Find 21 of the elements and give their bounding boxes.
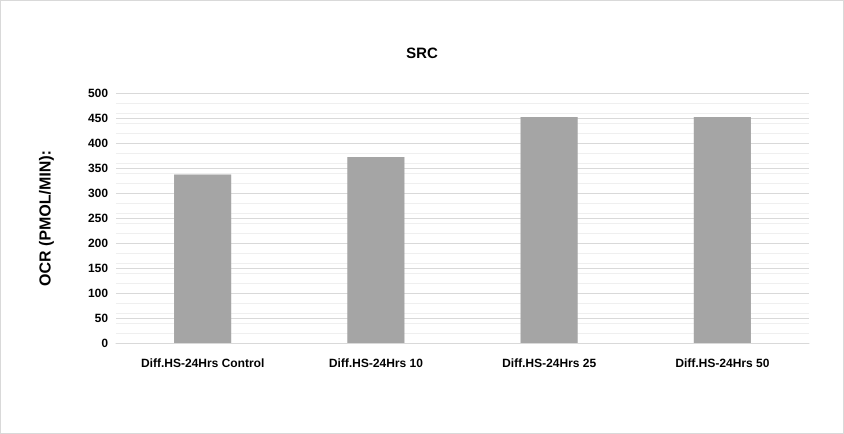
y-tick-label: 400 bbox=[88, 136, 108, 150]
y-tick-label: 200 bbox=[88, 236, 108, 250]
chart-title: SRC bbox=[406, 45, 438, 62]
bar bbox=[347, 157, 404, 343]
x-tick-label: Diff.HS-24Hrs 50 bbox=[675, 356, 770, 370]
x-tick-label: Diff.HS-24Hrs Control bbox=[140, 356, 264, 370]
y-tick-label: 150 bbox=[88, 261, 108, 275]
y-tick-label: 0 bbox=[101, 336, 108, 350]
bar bbox=[174, 174, 232, 343]
y-tick-label: 500 bbox=[88, 86, 108, 100]
y-tick-label: 50 bbox=[94, 311, 108, 325]
y-tick-label: 250 bbox=[88, 211, 108, 225]
y-tick-label: 100 bbox=[88, 286, 108, 300]
y-tick-label: 300 bbox=[88, 186, 108, 200]
x-tick-label: Diff.HS-24Hrs 10 bbox=[328, 356, 424, 370]
x-tick-label: Diff.HS-24Hrs 25 bbox=[502, 356, 596, 370]
y-tick-label: 350 bbox=[88, 161, 108, 175]
bar bbox=[520, 117, 578, 343]
y-tick-label: 450 bbox=[88, 111, 108, 125]
bar bbox=[694, 117, 751, 343]
y-axis-title: OCR (PMOL/MIN): bbox=[38, 150, 54, 286]
